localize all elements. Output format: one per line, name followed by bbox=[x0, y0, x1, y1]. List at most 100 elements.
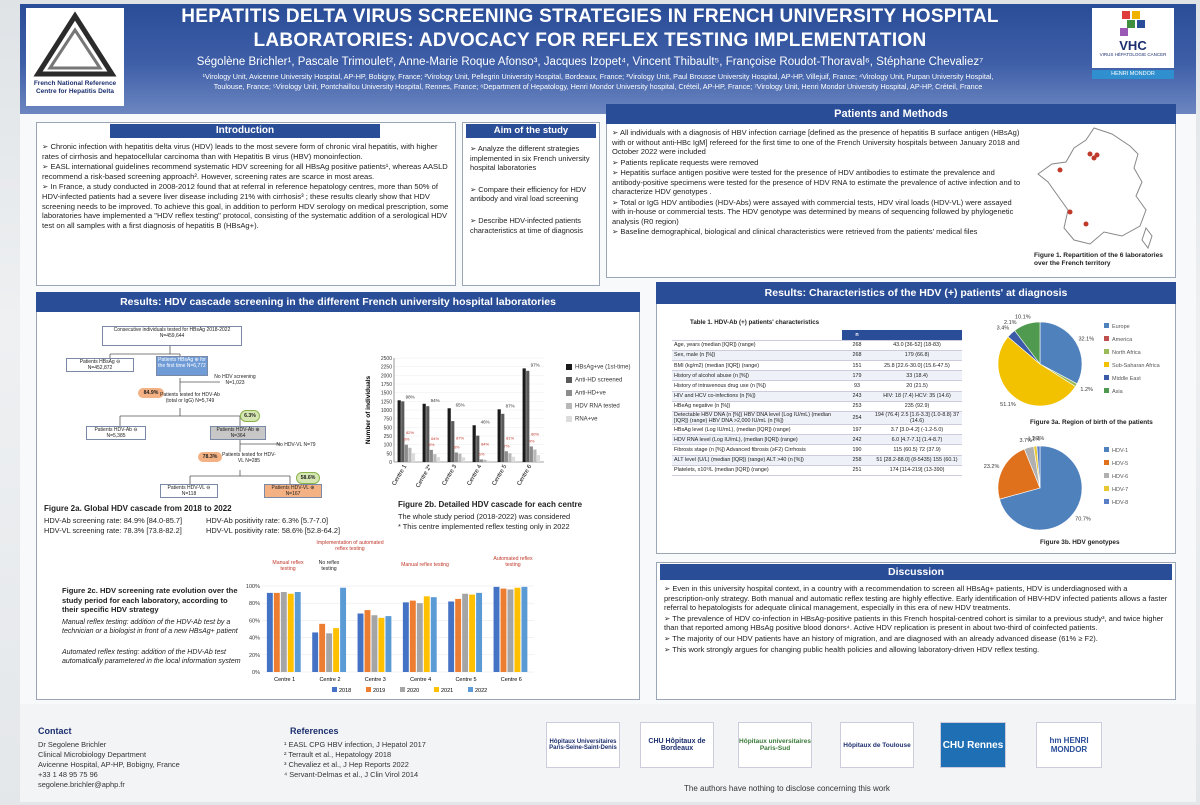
pie-pct-label: 3.4% bbox=[997, 326, 1010, 332]
legend-swatch bbox=[566, 364, 572, 370]
fig2c-legend-label: 2021 bbox=[441, 688, 453, 694]
fig2c-bar-2018 bbox=[403, 602, 409, 672]
vhc-logo-subtitle: VIRUS HÉPATOLOGIE CANCER bbox=[1092, 52, 1174, 57]
table-row: Age, years (median [IQR]) (range) 268 43.0… bbox=[672, 340, 962, 350]
logo-paris-sud: Hôpitaux universitaires Paris-Sud bbox=[738, 722, 812, 768]
pie-legend-label: North Africa bbox=[1112, 350, 1142, 356]
fig2b-bar-hbsag-ve-1st-time- bbox=[473, 425, 476, 462]
fig2b-bar-anti-hd-screened bbox=[451, 421, 454, 462]
intro-paragraph-1: ➢ Chronic infection with hepatitis delta… bbox=[42, 142, 452, 161]
legend-swatch bbox=[566, 377, 572, 383]
contact-hospital: Avicenne Hospital, AP-HP, Bobigny, Franc… bbox=[38, 760, 238, 770]
fig2c-bar-2018 bbox=[358, 614, 364, 672]
fig2c-bar-2021 bbox=[424, 596, 430, 672]
fig2b-legend-item: HDV RNA tested bbox=[566, 403, 620, 410]
table-header-row: n bbox=[672, 330, 962, 340]
logo-henri-mondor: hm HENRI MONDOR bbox=[1036, 722, 1102, 768]
fig2b-bar-rna-ve bbox=[462, 457, 465, 462]
table-cell-n: 268 bbox=[842, 340, 872, 350]
figure2b-chart: 0501002505007501000125015001750200022502… bbox=[362, 352, 572, 500]
discussion-text: ➢ Even in this university hospital conte… bbox=[664, 584, 1170, 655]
fig2b-bar-hdv-rna-tested bbox=[483, 460, 486, 462]
fig2c-legend-swatch bbox=[400, 687, 405, 692]
intro-paragraph-3: ➢ In France, a study conducted in 2008-2… bbox=[42, 182, 452, 230]
table-cell-value: 51 [28.2-88.0] (8-5435) 155 (60.1) bbox=[872, 455, 962, 465]
discussion-item-4: ➢ This work strongly argues for changing… bbox=[664, 645, 1170, 655]
reference-3: ³ Chevaliez et al., J Hep Reports 2022 bbox=[284, 760, 504, 770]
vhc-logo-name: VHC bbox=[1092, 38, 1174, 53]
fig2c-x-tick: Centre 2 bbox=[319, 677, 340, 683]
vhc-logo: VHC VIRUS HÉPATOLOGIE CANCER bbox=[1092, 8, 1174, 68]
table-row: History of alcohol abuse (n [%]) 179 33 (1… bbox=[672, 371, 962, 381]
table-cell-value: 194 (76.4) 2.5 [1.6-3.3] (1.0-8.8) 37 (1… bbox=[872, 412, 962, 425]
table-cell-label: Platelets, x10⁹/L (median [IQR]) (range) bbox=[672, 465, 842, 475]
table-cell-value: 25.8 [22.6-30.0] (15.6-47.5) bbox=[872, 361, 962, 371]
fig2c-bar-2018 bbox=[267, 593, 273, 672]
figure2b-title: Figure 2b. Detailed HDV cascade for each… bbox=[398, 500, 638, 510]
fig2b-y-label: Number of individuals bbox=[365, 375, 372, 444]
table-cell-value: 235 (92.9) bbox=[872, 401, 962, 411]
pie-legend-label: Asia bbox=[1112, 389, 1124, 395]
contact-email[interactable]: segolene.brichler@aphp.fr bbox=[38, 780, 238, 790]
fig2c-y-tick: 80% bbox=[249, 601, 260, 607]
fig2b-legend-item: HBsAg+ve (1st-time) bbox=[566, 364, 631, 371]
fig2c-y-tick: 40% bbox=[249, 636, 260, 642]
fig2b-bar-hbsag-ve-1st-time- bbox=[398, 400, 401, 462]
table-row: HBsAg level (Log IU/mL), (median [IQR]) … bbox=[672, 425, 962, 435]
logo-chu-rennes: CHU Rennes bbox=[940, 722, 1006, 768]
pie-legend-swatch bbox=[1104, 349, 1109, 354]
methods-item-2: ➢ Patients replicate requests were remov… bbox=[612, 158, 1022, 168]
fig2b-ab-pos-label: 8% bbox=[454, 444, 460, 449]
fig2b-x-tick: Centre 5 bbox=[492, 463, 509, 487]
fig2b-y-tick: 0 bbox=[389, 460, 392, 466]
fig2b-bar-anti-hd-screened bbox=[401, 401, 404, 462]
figure3b-caption: Figure 3b. HDV genotypes bbox=[1040, 538, 1170, 548]
aim-item-2: ➢ Compare their efficiency for HDV antib… bbox=[470, 185, 596, 204]
pie-legend-label: HDV-1 bbox=[1112, 448, 1128, 454]
flow-hdv-vl-negative: Patients HDV-VL ⊖ N=118 bbox=[160, 484, 218, 498]
table-cell-label: ALT level (U/L) (median [IQR]) (range) A… bbox=[672, 455, 842, 465]
fig2b-bar-anti-hd-ve bbox=[505, 451, 508, 462]
reference-centre-caption: French National Reference Centre for Hep… bbox=[26, 80, 124, 96]
table-cell-value: 33 (18.4) bbox=[872, 371, 962, 381]
figure2c-label-manual: Manual reflex testing bbox=[266, 560, 310, 572]
pie-legend-swatch bbox=[1104, 336, 1109, 341]
table-cell-n: 190 bbox=[842, 445, 872, 455]
fig2b-bar-anti-hd-ve bbox=[455, 452, 458, 462]
pie-legend-label: Middle East bbox=[1112, 376, 1141, 382]
table-row: Sex, male (n [%]) 268 179 (66.8) bbox=[672, 350, 962, 360]
contact-name: Dr Segolene Brichler bbox=[38, 740, 238, 750]
fig2c-bar-2020 bbox=[326, 633, 332, 672]
table-cell-label: HIV and HCV co-infections (n [%]) bbox=[672, 391, 842, 401]
pie-pct-label: 51.1% bbox=[1000, 402, 1016, 408]
table1-title: Table 1. HDV-Ab (+) patients' characteri… bbox=[690, 318, 890, 328]
fig2b-bar-hbsag-ve-1st-time- bbox=[423, 404, 426, 462]
fig2c-bar-2022 bbox=[521, 587, 527, 672]
table-cell-label: HBsAg level (Log IU/mL), (median [IQR]) … bbox=[672, 425, 842, 435]
figure2c-label-automated: Automated reflex testing bbox=[490, 556, 536, 568]
characteristics-heading: Results: Characteristics of the HDV (+) … bbox=[656, 282, 1176, 304]
contact-heading: Contact bbox=[38, 726, 72, 736]
fig2b-vl-label: 87% bbox=[456, 436, 464, 441]
aim-text: ➢ Analyze the different strategies imple… bbox=[470, 144, 596, 236]
pie-legend-swatch bbox=[1104, 362, 1109, 367]
table-row: HDV RNA level (Log IU/mL), (median [IQR]… bbox=[672, 435, 962, 445]
table-row: History of intravenous drug use (n [%]) 9… bbox=[672, 381, 962, 391]
map-marker-avicenne bbox=[1088, 152, 1093, 157]
logo-chu-bordeaux: CHU Hôpitaux de Bordeaux bbox=[640, 722, 714, 768]
fig2b-bar-anti-hd-screened bbox=[501, 414, 504, 462]
fig2b-bar-hdv-rna-tested bbox=[458, 454, 461, 462]
reference-centre-logo: French National Reference Centre for Hep… bbox=[26, 8, 124, 106]
vhc-mark-icon bbox=[1092, 8, 1174, 38]
methods-heading: Patients and Methods bbox=[606, 104, 1176, 124]
fig2c-legend-label: 2020 bbox=[407, 688, 419, 694]
fig2c-bar-2019 bbox=[274, 593, 280, 672]
fig2b-ab-pos-label: 7% bbox=[504, 443, 510, 448]
fig2c-bar-2019 bbox=[319, 624, 325, 672]
reference-1: ¹ EASL CPG HBV infection, J Hepatol 2017 bbox=[284, 740, 504, 750]
table-cell-value: 115 (60.5) 72 (37.9) bbox=[872, 445, 962, 455]
references-list: ¹ EASL CPG HBV infection, J Hepatol 2017… bbox=[284, 740, 504, 780]
fig2b-y-tick: 1000 bbox=[381, 408, 392, 414]
table-cell-n: 251 bbox=[842, 465, 872, 475]
pie-legend-swatch bbox=[1104, 447, 1109, 452]
